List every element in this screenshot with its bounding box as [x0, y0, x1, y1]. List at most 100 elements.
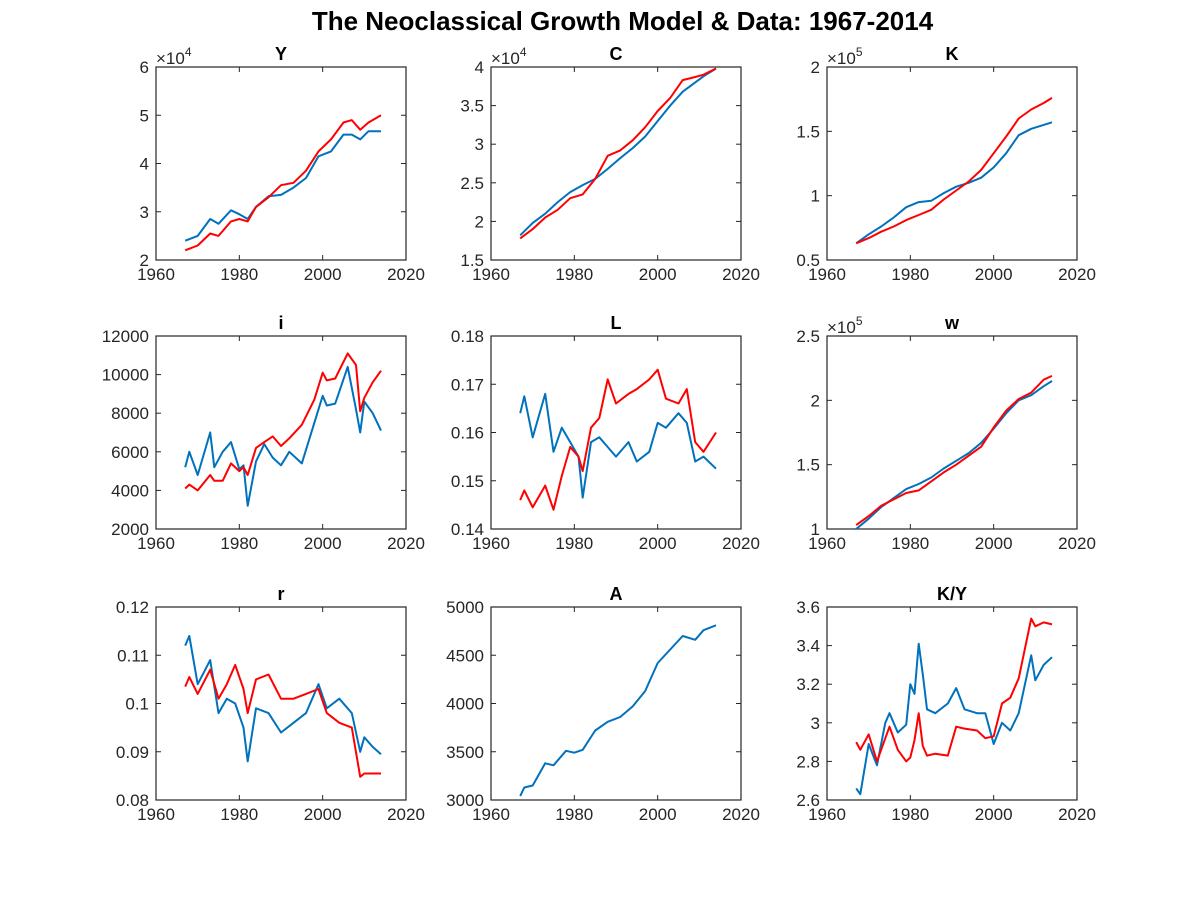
y-tick-label: 1 — [811, 520, 820, 539]
axes-box — [490, 606, 742, 801]
y-exponent-label: ×105 — [827, 314, 863, 337]
y-tick-label: 1.5 — [796, 456, 820, 475]
y-tick-label: 2.6 — [796, 791, 820, 810]
y-tick-label: 8000 — [111, 404, 149, 423]
y-tick-label: 6 — [140, 58, 149, 77]
panel-title: A — [610, 584, 623, 604]
y-exponent-label: ×104 — [491, 45, 527, 68]
series-line-red — [519, 67, 717, 240]
y-tick-label: 3000 — [446, 791, 484, 810]
x-tick-label: 1960 — [472, 534, 510, 553]
x-tick-label: 2020 — [1058, 805, 1096, 824]
series-line-blue — [184, 365, 382, 507]
y-tick-label: 4000 — [446, 695, 484, 714]
y-tick-label: 0.09 — [116, 743, 149, 762]
y-tick-label: 3 — [811, 714, 820, 733]
y-tick-label: 0.08 — [116, 791, 149, 810]
series-line-blue — [184, 130, 381, 242]
x-tick-label: 1980 — [220, 265, 258, 284]
x-tick-label: 2020 — [387, 265, 425, 284]
x-tick-label: 2000 — [975, 534, 1013, 553]
x-tick-label: 1980 — [891, 265, 929, 284]
y-tick-label: 3 — [475, 135, 484, 154]
y-tick-label: 0.14 — [451, 520, 484, 539]
panel-k: K 1960 1980 2000 2020 0.5 1 1.5 2 ×105 — [796, 44, 1096, 284]
x-tick-label: 1980 — [220, 805, 258, 824]
axes-box — [155, 335, 407, 530]
x-tick-label: 2020 — [1058, 265, 1096, 284]
y-tick-label: 1 — [811, 187, 820, 206]
y-tick-label: 12000 — [102, 327, 149, 346]
series-line-blue — [855, 642, 1053, 796]
x-tick-label: 2000 — [639, 265, 677, 284]
series-line-red — [855, 617, 1053, 763]
series-line-red — [184, 114, 382, 252]
series-line-blue — [855, 121, 1053, 245]
y-tick-label: 3.2 — [796, 675, 820, 694]
x-tick-label: 1960 — [808, 534, 846, 553]
panel-a: A 1960 1980 2000 2020 3000 3500 4000 4500 5000 — [446, 584, 760, 824]
panel-i: i 1960 1980 2000 2020 2000 4000 6000 8000 10000 12… — [102, 313, 425, 553]
x-tick-label: 1980 — [891, 805, 929, 824]
panel-y: Y 1960 1980 2000 2020 2 3 4 5 6 ×104 — [137, 44, 425, 284]
y-tick-label: 0.11 — [117, 646, 149, 665]
y-tick-label: 0.1 — [125, 695, 149, 714]
y-tick-label: 0.17 — [451, 375, 484, 394]
panel-w: w 1960 1980 2000 2020 1 1.5 2 2.5 ×105 — [796, 313, 1096, 553]
x-tick-label: 2020 — [722, 265, 760, 284]
x-tick-label: 2020 — [387, 534, 425, 553]
panel-title: L — [611, 313, 622, 333]
y-tick-label: 5000 — [446, 598, 484, 617]
y-tick-label: 10000 — [102, 366, 149, 385]
y-tick-label: 6000 — [111, 443, 149, 462]
x-tick-label: 1980 — [891, 534, 929, 553]
x-tick-label: 1980 — [555, 534, 593, 553]
axes-box — [155, 66, 407, 261]
series-line-red — [184, 663, 381, 778]
y-tick-label: 5 — [140, 106, 149, 125]
panel-l: L 1960 1980 2000 2020 0.14 0.15 0.16 0.17 0.18 — [451, 313, 760, 553]
x-tick-label: 2020 — [722, 534, 760, 553]
y-tick-label: 0.15 — [451, 472, 484, 491]
panel-k-y: K/Y 1960 1980 2000 2020 2.6 2.8 3 3.2 3.4 3.6 — [796, 584, 1096, 824]
y-tick-label: 0.18 — [451, 327, 484, 346]
series-line-blue — [519, 392, 717, 499]
x-tick-label: 2020 — [722, 805, 760, 824]
x-tick-label: 1980 — [220, 534, 258, 553]
series-line-red — [519, 368, 717, 511]
y-tick-label: 3 — [140, 203, 149, 222]
x-tick-label: 2000 — [975, 265, 1013, 284]
x-tick-label: 2020 — [1058, 534, 1096, 553]
series-line-blue — [519, 624, 717, 797]
series-line-blue — [519, 67, 717, 237]
y-tick-label: 2 — [140, 251, 149, 270]
y-tick-label: 4 — [475, 58, 484, 77]
x-tick-label: 1980 — [555, 805, 593, 824]
panel-title: r — [277, 584, 284, 604]
x-tick-label: 2000 — [975, 805, 1013, 824]
panel-title: i — [278, 313, 283, 333]
x-tick-label: 1960 — [472, 265, 510, 284]
x-tick-label: 2000 — [304, 805, 342, 824]
series-line-red — [855, 97, 1053, 245]
y-tick-label: 0.12 — [116, 598, 149, 617]
figure-title: The Neoclassical Growth Model & Data: 19… — [311, 6, 934, 36]
x-tick-label: 1960 — [808, 805, 846, 824]
x-tick-label: 2000 — [304, 265, 342, 284]
x-tick-label: 1980 — [555, 265, 593, 284]
y-tick-label: 2 — [811, 391, 820, 410]
axes-box — [826, 335, 1078, 530]
y-exponent-label: ×105 — [827, 45, 863, 68]
x-tick-label: 1960 — [137, 805, 175, 824]
series-line-red — [855, 374, 1053, 526]
x-tick-label: 2020 — [387, 805, 425, 824]
axes-box — [155, 606, 407, 801]
y-tick-label: 0.5 — [796, 251, 820, 270]
y-tick-label: 2.5 — [796, 327, 820, 346]
x-tick-label: 2000 — [639, 805, 677, 824]
x-tick-label: 1960 — [137, 534, 175, 553]
panel-title: K — [946, 44, 959, 64]
x-tick-label: 1960 — [472, 805, 510, 824]
x-tick-label: 2000 — [639, 534, 677, 553]
